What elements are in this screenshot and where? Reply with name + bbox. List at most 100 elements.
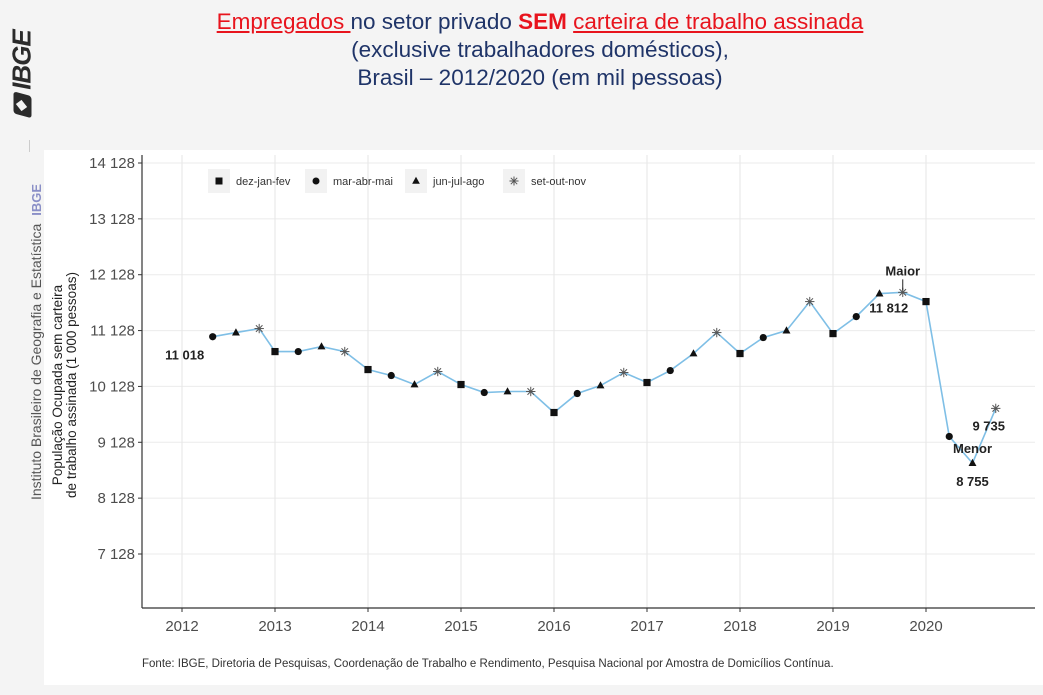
data-point-circle [759,333,767,342]
x-tick-label: 2018 [723,618,756,635]
data-point-circle [480,388,488,397]
data-point-asterisk [991,403,1001,414]
marker-asterisk-stroke [527,387,535,396]
data-point-square [550,408,558,417]
data-point-asterisk [526,386,536,397]
markers [209,287,1001,467]
data-point-circle [294,347,302,356]
marker-asterisk-stroke [510,177,518,185]
y-axis-title-line: de trabalho assinada (1 000 pessoas) [64,272,79,498]
data-point-square [364,365,372,374]
marker-triangle-shape [317,342,326,350]
data-point-square [643,378,651,387]
data-point-square [922,297,930,306]
y-tick-label: 8 128 [97,490,135,507]
data-point-circle [573,389,581,398]
title-empregados: Empregados [216,9,351,34]
marker-triangle-shape [782,326,791,334]
data-point-triangle [596,381,605,389]
y-axis-title-line: População Ocupada sem carteira [50,284,65,485]
marker-asterisk-stroke [434,367,442,376]
marker-square-shape [364,365,372,374]
marker-triangle-shape [412,176,420,184]
marker-triangle-shape [689,349,698,357]
marker-circle-shape [312,177,320,185]
data-point-square [271,347,279,356]
data-point-circle [387,371,395,380]
data-point-square [736,349,744,358]
marker-asterisk-stroke [806,297,814,306]
data-point-triangle [689,349,698,357]
y-tick-label: 13 128 [89,211,135,228]
legend-label: set-out-nov [531,176,587,188]
y-tick-label: 9 128 [97,434,135,451]
marker-circle-shape [666,366,674,375]
data-point-asterisk [712,327,722,338]
marker-triangle-shape [968,458,977,467]
data-point-circle [666,366,674,375]
marker-circle-shape [759,333,767,342]
data-label: 9 735 [972,418,1005,433]
x-tick-label: 2017 [630,618,663,635]
chart-panel [44,150,1043,685]
legend-triangle-icon [412,176,420,184]
y-tick-label: 7 128 [97,546,135,563]
marker-square-shape [457,380,465,389]
data-point-triangle [231,328,240,336]
x-tick-label: 2019 [816,618,849,635]
title-line-1: Empregados no setor privado SEM carteira… [100,8,980,36]
marker-asterisk-stroke [899,288,907,296]
title-sem: SEM [518,9,567,34]
marker-asterisk-stroke [992,404,1000,413]
annotations: 11 018 11 812 Maior Menor 8 755 9 735 [165,263,1005,489]
marker-circle-shape [387,371,395,380]
x-tick-label: 2013 [258,618,291,635]
marker-square-shape [643,378,651,387]
marker-triangle-shape [410,380,419,388]
data-point-asterisk [619,367,629,378]
legend-label: jun-jul-ago [432,176,484,188]
data-label: Menor [953,441,992,456]
marker-asterisk-stroke [255,324,263,333]
x-tick-label: 2015 [444,618,477,635]
data-point-triangle [317,342,326,350]
marker-triangle-shape [596,381,605,389]
y-tick-label: 10 128 [89,378,135,395]
data-point-asterisk [805,296,815,307]
title-carteira: carteira de trabalho assinada [573,9,864,34]
data-point-triangle [503,387,512,395]
y-tick-label: 14 128 [89,155,135,172]
title-line-2: (exclusive trabalhadores domésticos), [351,37,729,62]
chart-title: Empregados no setor privado SEM carteira… [100,8,980,92]
y-tick-label: 11 128 [90,323,135,340]
marker-square-shape [215,177,223,185]
x-tick-label: 2016 [537,618,570,635]
legend-square-icon [215,177,223,185]
sidebar: IBGE Instituto Brasileiro de Geografia e… [0,0,44,695]
data-point-triangle [875,289,884,297]
data-point-triangle [782,326,791,334]
marker-square-shape [829,329,837,338]
data-point-circle [852,313,860,321]
marker-circle-shape [480,388,488,397]
data-point-triangle [968,458,977,467]
legend-asterisk-icon [509,176,519,186]
axes: 7 128 8 128 9 128 10 128 11 128 12 128 13 128 1… [89,155,1035,635]
marker-circle-shape [945,432,953,441]
y-axis-title: População Ocupada sem carteira de trabalh… [50,272,79,498]
y-tick-label: 12 128 [89,267,135,284]
data-point-square [457,380,465,389]
marker-asterisk-stroke [620,368,628,377]
marker-square-shape [922,297,930,306]
marker-square-shape [271,347,279,356]
legend-circle-icon [312,177,320,185]
source-note: Fonte: IBGE, Diretoria de Pesquisas, Coo… [142,658,834,670]
marker-triangle-shape [875,289,884,297]
data-point-asterisk [254,323,264,334]
marker-circle-shape [294,347,302,356]
grid [142,155,1035,608]
marker-asterisk-stroke [341,347,349,356]
data-point-circle [945,432,953,441]
marker-square-shape [550,408,558,417]
